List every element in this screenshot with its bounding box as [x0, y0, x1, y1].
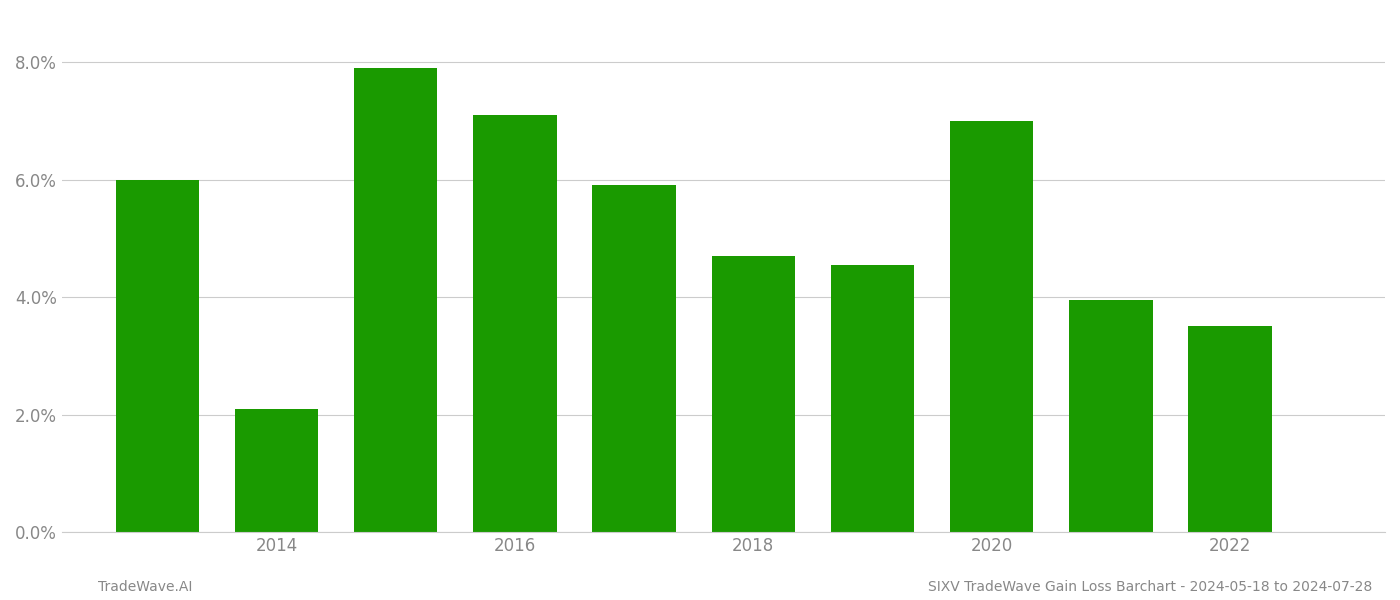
Bar — [830, 265, 914, 532]
Bar — [473, 115, 557, 532]
Bar — [951, 121, 1033, 532]
Text: TradeWave.AI: TradeWave.AI — [98, 580, 192, 594]
Bar — [116, 179, 199, 532]
Bar — [1189, 326, 1271, 532]
Bar — [235, 409, 318, 532]
Bar — [711, 256, 795, 532]
Bar — [354, 68, 437, 532]
Bar — [592, 185, 676, 532]
Text: SIXV TradeWave Gain Loss Barchart - 2024-05-18 to 2024-07-28: SIXV TradeWave Gain Loss Barchart - 2024… — [928, 580, 1372, 594]
Bar — [1070, 300, 1152, 532]
